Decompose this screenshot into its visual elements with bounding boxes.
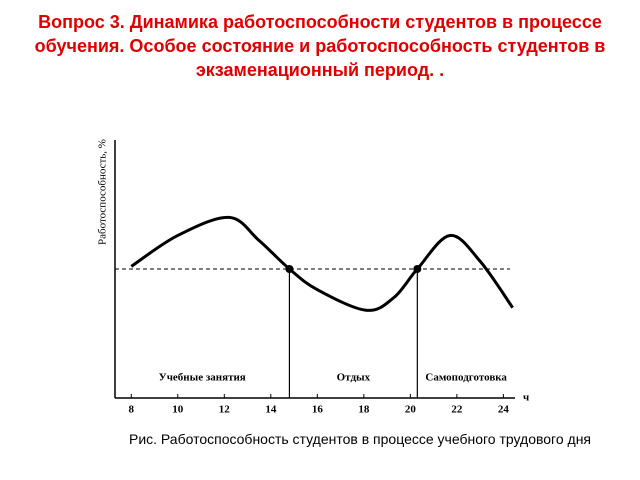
x-tick-label: 24 — [498, 404, 510, 416]
region-label: Учебные занятия — [159, 372, 246, 384]
x-tick-label: 10 — [172, 404, 184, 416]
performance-curve — [130, 215, 514, 312]
x-tick-label: 12 — [219, 404, 231, 416]
slide-title: Вопрос 3. Динамика работоспособности сту… — [34, 12, 606, 80]
x-axis-label: ч — [523, 392, 529, 404]
chart: Работоспособность, % ч 8 10 12 14 16 18 20 22 24 У… — [97, 139, 530, 416]
x-tick-label: 22 — [451, 404, 463, 416]
caption: Рис. Работоспособность студентов в проце… — [128, 431, 592, 447]
y-axis-label: Работоспособность, % — [97, 139, 109, 245]
region-label: Самоподготовка — [425, 372, 507, 384]
x-tick-label: 8 — [129, 404, 135, 416]
x-tick-label: 20 — [405, 404, 417, 416]
x-tick-label: 16 — [312, 404, 324, 416]
x-tick-label: 18 — [358, 404, 370, 416]
x-tick-label: 14 — [265, 404, 277, 416]
region-label: Отдых — [337, 372, 371, 384]
